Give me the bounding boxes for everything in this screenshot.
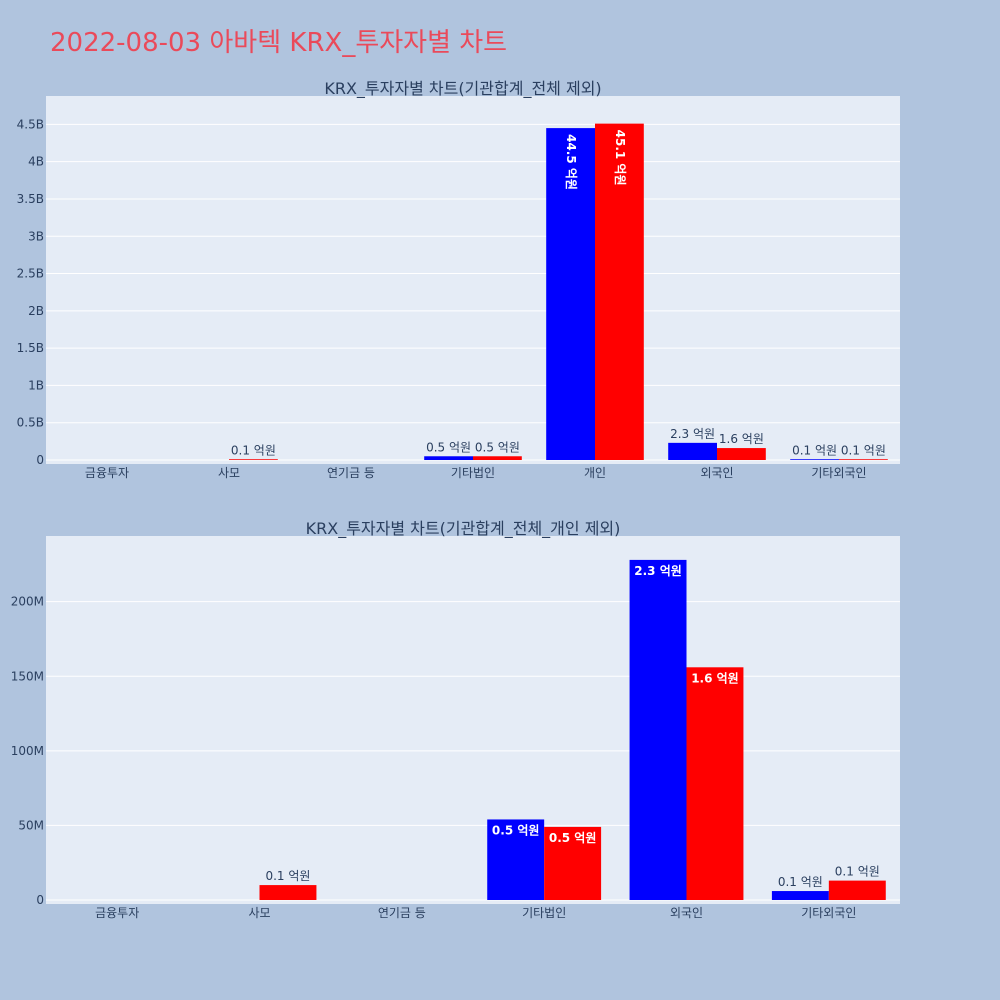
y-tick-label: 2B: [28, 304, 44, 318]
x-tick-label: 금융투자: [95, 906, 139, 920]
chart-1: KRX_투자자별 차트(기관합계_전체 제외) 0 0.5B 1B 1.5B 2B 2.5B…: [17, 79, 900, 480]
data-label: 0.1 억원: [835, 865, 880, 879]
bar: [424, 456, 473, 460]
page-title: 2022-08-03 아바텍 KRX_투자자별 차트: [50, 28, 508, 58]
y-tick-label: 4.5B: [17, 117, 44, 131]
plot-area: [46, 536, 900, 904]
data-label: 0.5 억원: [426, 440, 471, 454]
data-label: 0.1 억원: [265, 869, 310, 883]
y-tick-label: 2.5B: [17, 267, 44, 281]
bar: [839, 459, 888, 460]
chart-2: KRX_투자자별 차트(기관합계_전체_개인 제외) 0 50M 100M 150M 20…: [11, 519, 900, 920]
x-tick-label: 기타법인: [522, 906, 566, 920]
data-label: 45.1 억원: [613, 130, 627, 186]
data-label: 1.6 억원: [719, 432, 764, 446]
x-tick-label: 기타법인: [451, 466, 495, 480]
data-label: 0.5 억원: [475, 440, 520, 454]
bar: [717, 448, 766, 460]
x-tick-label: 기타외국인: [801, 906, 856, 920]
x-tick-label: 사모: [248, 906, 270, 920]
y-tick-label: 150M: [11, 669, 44, 683]
bar: [229, 459, 278, 460]
x-tick-label: 금융투자: [85, 466, 129, 480]
x-tick-label: 기타외국인: [811, 466, 866, 480]
y-tick-label: 200M: [11, 595, 44, 609]
y-tick-label: 50M: [18, 818, 44, 832]
y-tick-label: 3.5B: [17, 192, 44, 206]
bar: [487, 819, 545, 900]
data-label: 44.5 억원: [564, 134, 578, 190]
x-tick-label: 연기금 등: [378, 906, 426, 920]
bar: [259, 885, 317, 900]
bar: [771, 891, 829, 900]
data-label: 1.6 억원: [691, 671, 739, 685]
bar: [686, 667, 744, 900]
x-tick-label: 외국인: [670, 906, 703, 920]
data-label: 2.3 억원: [634, 564, 682, 578]
bar: [473, 456, 522, 460]
y-tick-label: 4B: [28, 155, 44, 169]
y-tick-label: 3B: [28, 229, 44, 243]
x-tick-label: 개인: [584, 466, 606, 480]
x-tick-label: 연기금 등: [327, 466, 375, 480]
bar: [546, 128, 595, 460]
plot-area: [46, 96, 900, 464]
data-label: 0.5 억원: [492, 823, 540, 837]
data-label: 0.1 억원: [841, 443, 886, 457]
data-label: 2.3 억원: [670, 427, 715, 441]
chart-title: KRX_투자자별 차트(기관합계_전체 제외): [324, 79, 601, 99]
data-label: 0.1 억원: [792, 443, 837, 457]
bar: [828, 880, 886, 900]
y-tick-label: 100M: [11, 744, 44, 758]
x-tick-label: 외국인: [700, 466, 733, 480]
bar: [790, 459, 839, 460]
bar: [595, 123, 644, 461]
bar: [668, 442, 717, 460]
data-label: 0.1 억원: [231, 443, 276, 457]
chart-title: KRX_투자자별 차트(기관합계_전체_개인 제외): [306, 519, 621, 539]
y-tick-label: 0: [36, 893, 44, 907]
y-tick-label: 1.5B: [17, 341, 44, 355]
y-tick-label: 0.5B: [17, 416, 44, 430]
data-label: 0.1 억원: [778, 875, 823, 889]
bar: [629, 559, 687, 900]
x-tick-label: 사모: [218, 466, 240, 480]
data-label: 0.5 억원: [549, 831, 597, 845]
y-tick-label: 0: [36, 453, 44, 467]
bar: [544, 826, 602, 900]
y-tick-label: 1B: [28, 378, 44, 392]
